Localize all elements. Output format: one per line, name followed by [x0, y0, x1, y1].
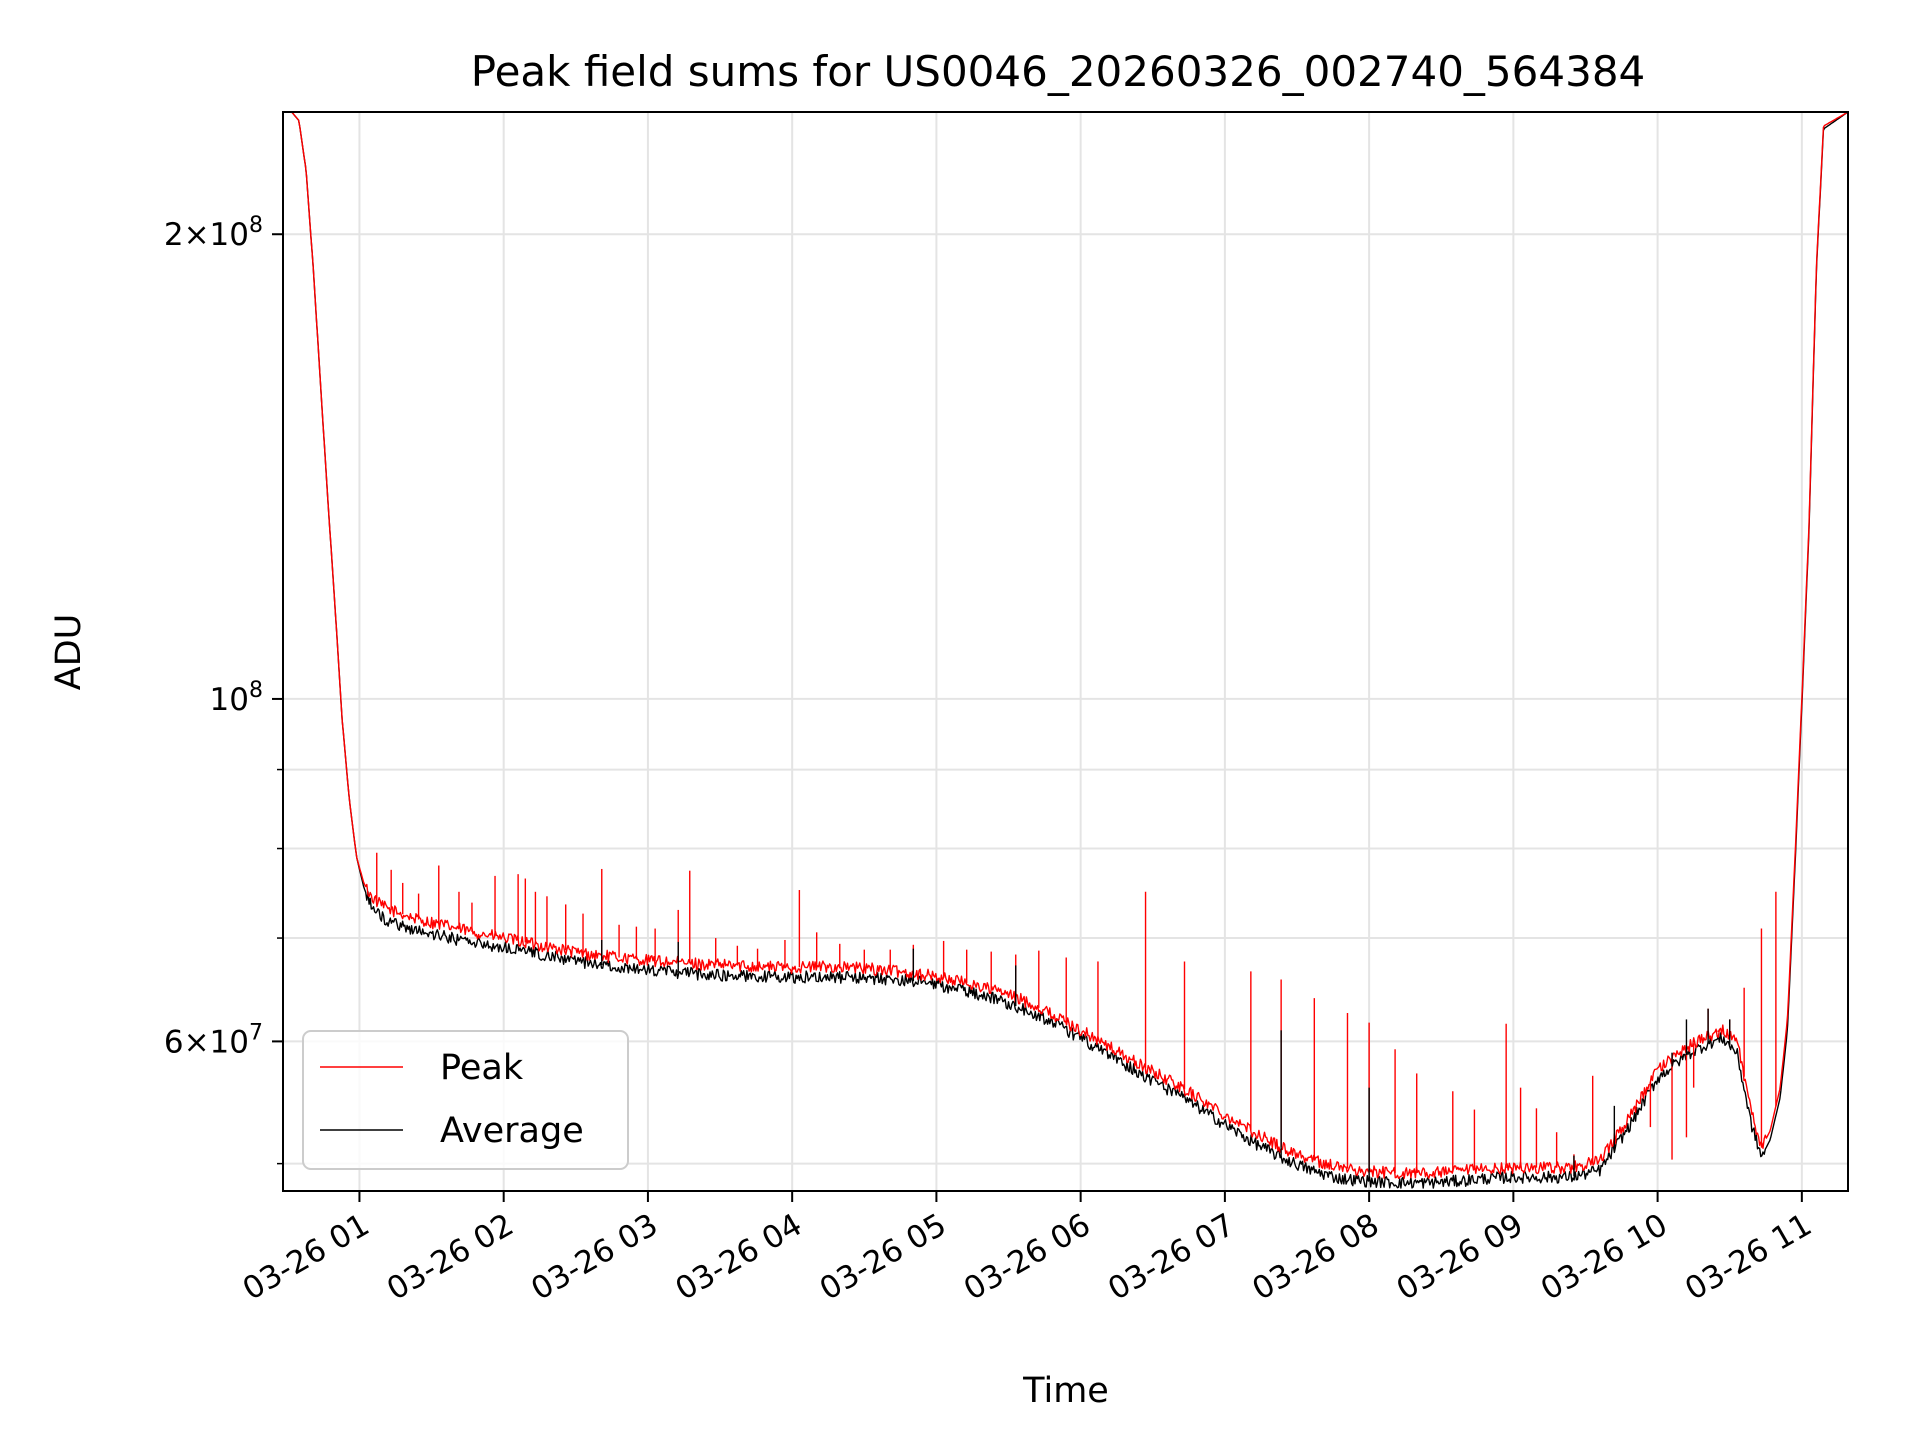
- y-tick-label: 2×108: [164, 213, 263, 253]
- series-layer: [283, 112, 1848, 1189]
- chart-title: Peak field sums for US0046_20260326_0027…: [471, 47, 1646, 96]
- legend: Peak Average: [302, 1030, 629, 1170]
- y-tick-label: 108: [210, 678, 263, 718]
- series-line-peak: [283, 112, 1848, 1179]
- series-line-average: [283, 112, 1848, 1189]
- legend-label-peak: Peak: [440, 1048, 524, 1088]
- x-axis-title: Time: [1022, 1371, 1109, 1411]
- plot-frame: [282, 111, 1849, 1192]
- y-tick-label: 6×107: [164, 1020, 263, 1060]
- y-axis-title: ADU: [49, 614, 89, 691]
- legend-box: [302, 1030, 629, 1170]
- legend-label-average: Average: [440, 1111, 584, 1151]
